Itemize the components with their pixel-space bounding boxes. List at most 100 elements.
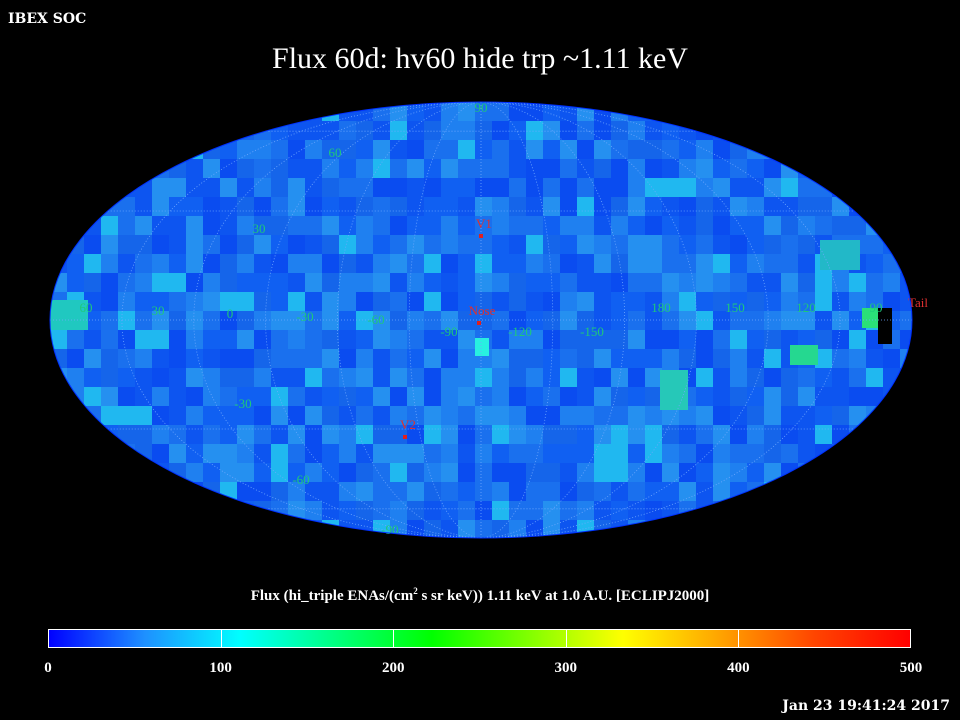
flux-pixel bbox=[560, 444, 577, 463]
flux-pixel bbox=[815, 387, 832, 406]
flux-pixel bbox=[883, 463, 900, 482]
flux-pixel bbox=[832, 121, 849, 140]
flux-pixel bbox=[594, 330, 611, 349]
flux-pixel bbox=[662, 463, 679, 482]
flux-pixel bbox=[50, 197, 67, 216]
flux-pixel bbox=[441, 387, 458, 406]
flux-pixel bbox=[764, 387, 781, 406]
flux-pixel bbox=[577, 368, 594, 387]
flux-pixel bbox=[509, 140, 526, 159]
flux-pixel bbox=[645, 254, 662, 273]
flux-pixel bbox=[798, 311, 815, 330]
flux-pixel bbox=[220, 178, 237, 197]
flux-pixel bbox=[832, 273, 849, 292]
flux-pixel bbox=[135, 520, 152, 538]
flux-pixel bbox=[798, 520, 815, 538]
flux-pixel bbox=[101, 349, 118, 368]
flux-pixel bbox=[611, 444, 628, 463]
flux-pixel bbox=[645, 368, 662, 387]
flux-pixel bbox=[407, 330, 424, 349]
flux-pixel bbox=[458, 387, 475, 406]
flux-pixel bbox=[713, 406, 730, 425]
flux-pixel bbox=[713, 520, 730, 538]
flux-pixel bbox=[67, 254, 84, 273]
flux-pixel bbox=[577, 444, 594, 463]
flux-pixel bbox=[288, 444, 305, 463]
flux-pixel bbox=[645, 349, 662, 368]
flux-pixel bbox=[84, 387, 101, 406]
flux-pixel bbox=[764, 292, 781, 311]
flux-pixel bbox=[611, 178, 628, 197]
marker-dot-nose bbox=[477, 321, 481, 325]
flux-pixel bbox=[356, 368, 373, 387]
flux-pixel bbox=[883, 387, 900, 406]
flux-pixel bbox=[730, 159, 747, 178]
flux-pixel bbox=[373, 444, 390, 463]
flux-pixel bbox=[254, 444, 271, 463]
flux-pixel bbox=[798, 292, 815, 311]
flux-pixel bbox=[118, 520, 135, 538]
flux-pixel bbox=[866, 273, 883, 292]
flux-pixel bbox=[781, 292, 798, 311]
flux-pixel bbox=[118, 178, 135, 197]
flux-pixel bbox=[849, 406, 866, 425]
flux-pixel bbox=[50, 102, 67, 121]
flux-pixel bbox=[305, 368, 322, 387]
flux-pixel bbox=[339, 140, 356, 159]
flux-pixel bbox=[288, 178, 305, 197]
flux-pixel bbox=[560, 273, 577, 292]
flux-pixel bbox=[441, 121, 458, 140]
flux-pixel bbox=[152, 159, 169, 178]
flux-pixel bbox=[101, 178, 118, 197]
flux-pixel bbox=[237, 311, 254, 330]
flux-pixel bbox=[118, 368, 135, 387]
flux-pixel bbox=[186, 501, 203, 520]
flux-pixel bbox=[152, 140, 169, 159]
flux-pixel bbox=[186, 159, 203, 178]
flux-pixel bbox=[594, 463, 611, 482]
lon-label: 90 bbox=[870, 300, 883, 315]
flux-pixel bbox=[781, 273, 798, 292]
flux-pixel bbox=[764, 501, 781, 520]
flux-pixel bbox=[798, 273, 815, 292]
flux-pixel bbox=[305, 349, 322, 368]
flux-pixel bbox=[237, 463, 254, 482]
flux-pixel bbox=[203, 235, 220, 254]
flux-pixel bbox=[611, 406, 628, 425]
flux-pixel bbox=[135, 292, 152, 311]
flux-pixel bbox=[679, 330, 696, 349]
flux-pixel bbox=[390, 159, 407, 178]
lon-label: 180 bbox=[651, 300, 671, 315]
flux-pixel bbox=[169, 235, 186, 254]
flux-pixel bbox=[747, 197, 764, 216]
flux-pixel bbox=[254, 197, 271, 216]
flux-pixel bbox=[781, 482, 798, 501]
flux-pixel bbox=[628, 368, 645, 387]
flux-pixel bbox=[594, 444, 611, 463]
flux-pixel bbox=[322, 444, 339, 463]
flux-pixel bbox=[101, 102, 118, 121]
flux-pixel bbox=[169, 444, 186, 463]
lon-label: -30 bbox=[296, 309, 313, 324]
lon-label: 150 bbox=[725, 300, 745, 315]
flux-pixel bbox=[271, 292, 288, 311]
flux-pixel bbox=[441, 178, 458, 197]
flux-pixel bbox=[900, 216, 912, 235]
flux-pixel bbox=[662, 235, 679, 254]
flux-pixel bbox=[849, 102, 866, 121]
flux-pixel bbox=[866, 425, 883, 444]
flux-pixel bbox=[424, 235, 441, 254]
flux-pixel bbox=[305, 235, 322, 254]
flux-pixel bbox=[152, 311, 169, 330]
flux-pixel bbox=[577, 349, 594, 368]
flux-pixel bbox=[271, 235, 288, 254]
flux-pixel bbox=[169, 330, 186, 349]
flux-pixel bbox=[662, 273, 679, 292]
flux-pixel bbox=[50, 140, 67, 159]
flux-pixel bbox=[747, 159, 764, 178]
flux-pixel bbox=[526, 463, 543, 482]
flux-pixel bbox=[373, 273, 390, 292]
flux-pixel bbox=[50, 387, 67, 406]
flux-pixel bbox=[815, 102, 832, 121]
flux-pixel bbox=[407, 292, 424, 311]
